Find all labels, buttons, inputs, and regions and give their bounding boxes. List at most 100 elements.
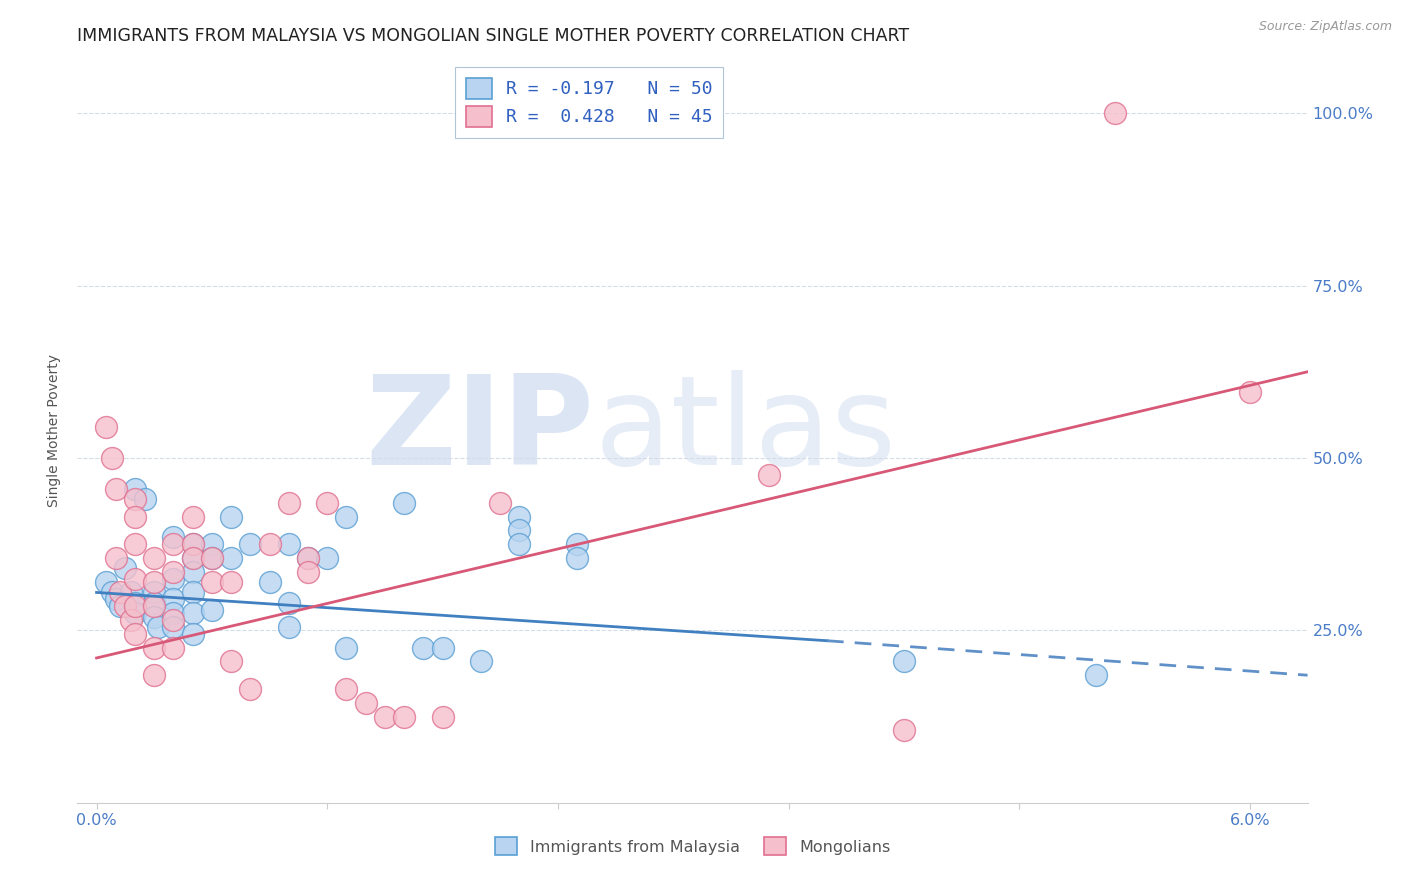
Point [259, 575, 281, 590]
Point [219, 551, 242, 566]
Text: IMMIGRANTS FROM MALAYSIA VS MONGOLIAN SINGLE MOTHER POVERTY CORRELATION CHART: IMMIGRANTS FROM MALAYSIA VS MONGOLIAN SI… [77, 28, 910, 45]
Point [893, 655, 915, 669]
Point [335, 681, 357, 696]
Point [335, 640, 357, 655]
Point [143, 575, 166, 590]
Point [277, 537, 299, 551]
Point [508, 524, 530, 538]
Point [101, 450, 124, 465]
Point [277, 620, 299, 634]
Point [124, 572, 146, 586]
Point [277, 596, 299, 610]
Point [124, 482, 146, 496]
Point [181, 537, 204, 551]
Point [181, 509, 204, 524]
Point [124, 596, 146, 610]
Point [432, 640, 454, 655]
Point [120, 585, 142, 599]
Point [181, 606, 204, 620]
Point [181, 627, 204, 641]
Point [374, 709, 396, 723]
Legend: Immigrants from Malaysia, Mongolians: Immigrants from Malaysia, Mongolians [488, 830, 897, 862]
Point [162, 620, 184, 634]
Point [162, 565, 184, 579]
Point [143, 640, 166, 655]
Point [181, 565, 204, 579]
Point [893, 723, 915, 738]
Point [508, 509, 530, 524]
Point [201, 537, 224, 551]
Point [239, 681, 262, 696]
Point [316, 496, 339, 510]
Point [101, 585, 124, 599]
Text: ZIP: ZIP [366, 370, 595, 491]
Point [335, 509, 357, 524]
Y-axis label: Single Mother Poverty: Single Mother Poverty [48, 354, 62, 507]
Point [124, 627, 146, 641]
Text: atlas: atlas [595, 370, 896, 491]
Point [354, 696, 377, 710]
Point [297, 551, 319, 566]
Point [201, 603, 224, 617]
Point [146, 620, 169, 634]
Point [181, 585, 204, 599]
Point [565, 551, 588, 566]
Point [1085, 668, 1108, 682]
Point [316, 551, 339, 566]
Point [470, 655, 492, 669]
Point [143, 585, 166, 599]
Point [108, 599, 131, 614]
Point [162, 606, 184, 620]
Point [201, 551, 224, 566]
Point [104, 482, 127, 496]
Point [143, 596, 166, 610]
Point [489, 496, 512, 510]
Point [412, 640, 434, 655]
Point [219, 509, 242, 524]
Point [134, 492, 156, 507]
Point [297, 551, 319, 566]
Point [124, 509, 146, 524]
Point [181, 551, 204, 566]
Point [104, 592, 127, 607]
Point [104, 551, 127, 566]
Point [508, 537, 530, 551]
Point [219, 575, 242, 590]
Point [201, 551, 224, 566]
Point [162, 640, 184, 655]
Point [143, 551, 166, 566]
Point [143, 599, 166, 614]
Point [143, 609, 166, 624]
Point [432, 709, 454, 723]
Point [162, 530, 184, 544]
Point [181, 537, 204, 551]
Point [392, 496, 415, 510]
Point [758, 468, 780, 483]
Point [124, 599, 146, 614]
Point [239, 537, 262, 551]
Point [162, 572, 184, 586]
Point [114, 561, 136, 575]
Point [1104, 106, 1126, 120]
Point [143, 668, 166, 682]
Point [565, 537, 588, 551]
Point [120, 613, 142, 627]
Point [259, 537, 281, 551]
Point [162, 537, 184, 551]
Point [124, 537, 146, 551]
Point [114, 599, 136, 614]
Point [277, 496, 299, 510]
Point [297, 565, 319, 579]
Point [124, 606, 146, 620]
Point [162, 592, 184, 607]
Point [1239, 385, 1261, 400]
Point [96, 420, 118, 434]
Point [201, 575, 224, 590]
Text: Source: ZipAtlas.com: Source: ZipAtlas.com [1258, 20, 1392, 33]
Point [219, 655, 242, 669]
Point [162, 613, 184, 627]
Point [108, 585, 131, 599]
Point [181, 551, 204, 566]
Point [96, 575, 118, 590]
Point [392, 709, 415, 723]
